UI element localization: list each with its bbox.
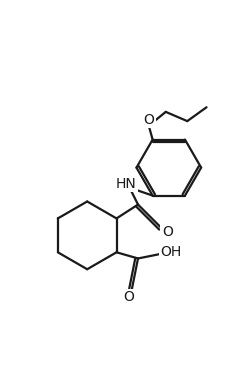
Text: HN: HN xyxy=(116,177,137,191)
Text: O: O xyxy=(123,290,134,304)
Text: O: O xyxy=(162,225,173,239)
Text: O: O xyxy=(143,112,154,127)
Text: OH: OH xyxy=(161,245,182,259)
